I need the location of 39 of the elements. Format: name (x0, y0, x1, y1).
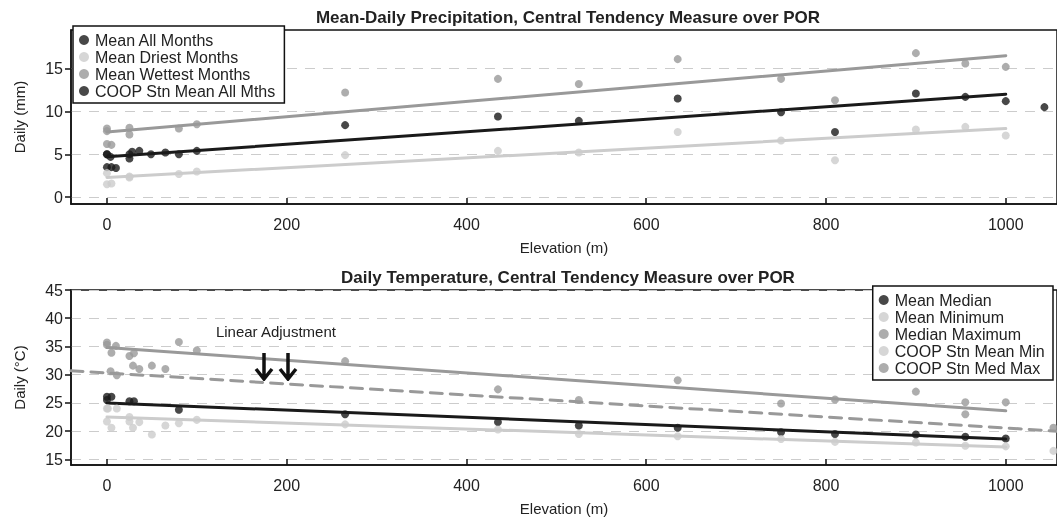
y-tick-label: 30 (45, 366, 64, 384)
chart-title: Daily Temperature, Central Tendency Measure over POR (341, 268, 795, 287)
x-tick-label: 800 (812, 476, 840, 494)
chart-title: Mean-Daily Precipitation, Central Tendency Measure over POR (315, 8, 821, 27)
x-tick-label: 400 (453, 215, 480, 233)
x-tick-label: 0 (102, 476, 112, 494)
x-tick-label: 600 (632, 476, 660, 494)
x-axis-title: Elevation (m) (519, 239, 609, 256)
legend-label: COOP Stn Med Max (894, 359, 1041, 377)
x-axis-title: Elevation (m) (519, 500, 609, 517)
y-axis-title: Daily (mm) (11, 80, 28, 154)
y-tick-label: 10 (45, 102, 64, 120)
legend-label: COOP Stn Mean All Mths (95, 82, 276, 100)
annotation: Linear Adjustment (215, 322, 337, 340)
x-tick-label: 800 (812, 215, 840, 233)
y-axis-title: Daily (°C) (11, 345, 28, 410)
y-tick-label: 15 (45, 450, 64, 468)
y-tick-label: 20 (45, 422, 64, 440)
x-tick-label: 600 (632, 215, 660, 233)
legend-label: Mean All Months (95, 31, 214, 49)
x-tick-label: 1000 (987, 476, 1024, 494)
y-tick-label: 45 (45, 281, 64, 299)
x-tick-label: 200 (273, 215, 301, 233)
legend-label: Mean Driest Months (95, 48, 239, 66)
legend-label: COOP Stn Mean Min (894, 342, 1045, 360)
x-tick-label: 0 (102, 215, 112, 233)
legend-label: Mean Minimum (894, 308, 1005, 326)
x-tick-label: 400 (453, 476, 480, 494)
legend-label: Mean Median (894, 291, 992, 309)
y-tick-label: 15 (45, 60, 64, 78)
y-tick-label: 0 (54, 188, 64, 206)
x-tick-label: 200 (273, 476, 301, 494)
y-tick-label: 35 (45, 337, 64, 355)
legend-label: Mean Wettest Months (95, 65, 251, 83)
y-tick-label: 25 (45, 394, 64, 412)
y-tick-label: 5 (54, 145, 64, 163)
legend-label: Median Maximum (894, 325, 1021, 343)
y-tick-label: 40 (45, 309, 64, 327)
x-tick-label: 1000 (987, 215, 1024, 233)
